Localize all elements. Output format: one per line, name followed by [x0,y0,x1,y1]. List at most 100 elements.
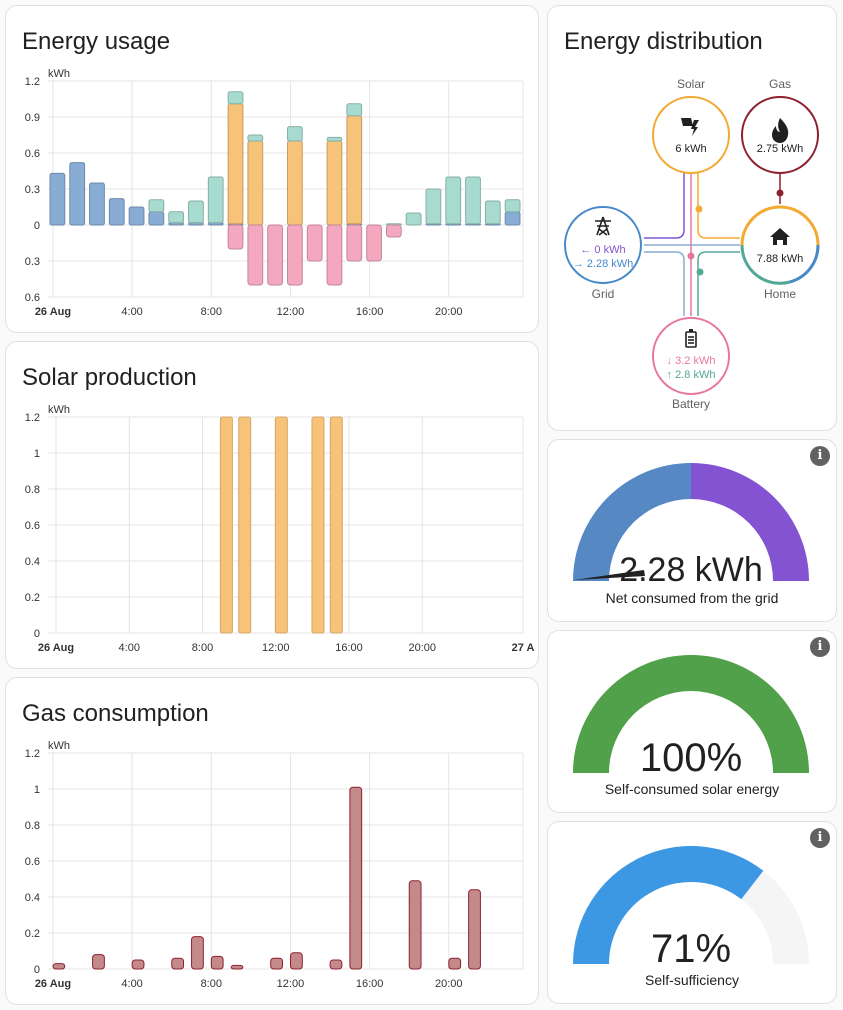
energy-distribution-title: Energy distribution [564,28,763,55]
bar-grid-consumption[interactable] [69,162,86,226]
x-tick-label: 16:00 [335,642,363,654]
flow-dot-battery-home [696,268,704,276]
bar-battery-discharge[interactable] [504,199,521,213]
bar-battery-discharge[interactable] [188,200,204,224]
x-tick-label: 4:00 [119,642,140,654]
bar-gas[interactable] [191,936,204,970]
home-icon [770,228,790,245]
gauge-arc-consumed [573,463,691,581]
grid-gauge: 2.28 kWh [573,463,809,589]
bar-battery-discharge[interactable] [207,176,224,224]
bar-solar[interactable] [227,103,244,225]
transmission-tower-icon [595,216,611,236]
home-ring-grid [789,244,820,284]
bar-gas[interactable] [270,957,284,970]
x-tick-label: 26 Aug [35,306,71,318]
bar-battery-charge[interactable] [227,224,244,250]
y-tick-label: 1.2 [25,748,40,760]
y-tick-label: 0.6 [25,520,40,532]
bar-gas[interactable] [92,954,105,970]
x-tick-label: 20:00 [409,642,437,654]
solar-gauge: 100% [573,655,809,780]
y-tick-label: 0 [34,628,40,640]
solar-production-unit: kWh [48,404,70,416]
gauge-arc-fill [573,655,809,773]
bar-battery-discharge[interactable] [148,199,165,213]
energy-usage-chart[interactable]: kWh 1.2 0.9 0.6 0.3 0 0.3 0.6 26 Aug 4:00 8:00 12… [6,6,538,332]
bar-gas[interactable] [52,963,66,970]
y-tick-label: 0.3 [25,184,40,196]
bar-gas[interactable] [349,786,363,970]
x-tick-label: 20:00 [435,306,463,318]
bar-gas[interactable] [290,952,303,970]
bar-solar-production[interactable] [238,416,252,634]
bar-gas[interactable] [329,959,343,970]
bar-battery-charge[interactable] [287,224,303,286]
x-tick-label: 8:00 [192,642,213,654]
bar-gas[interactable] [408,880,422,970]
bar-gas[interactable] [448,957,462,970]
flow-lines [644,172,781,316]
bar-gas[interactable] [171,957,185,970]
bar-grid-consumption[interactable] [128,206,145,226]
y-tick-label: 0.3 [25,256,40,268]
bar-battery-discharge[interactable] [247,134,264,142]
x-tick-label: 8:00 [201,978,222,990]
bar-grid-consumption[interactable] [89,182,105,226]
bar-solar-production[interactable] [329,416,343,634]
bar-battery-charge[interactable] [306,224,323,262]
self-sufficiency-card: i 71% Self-sufficiency [547,821,837,1004]
info-icon[interactable]: i [810,828,830,848]
bar-battery-discharge[interactable] [326,136,343,142]
bar-battery-discharge[interactable] [287,126,303,142]
solar-node-value: 6 kWh [675,143,706,155]
flow-battery-home [697,251,740,316]
bar-battery-discharge[interactable] [425,188,442,225]
energy-distribution-card: Energy distribution Solar 6 kWh Gas 2.75… [547,5,837,431]
bar-gas[interactable] [230,964,244,970]
x-tick-label: 16:00 [356,978,384,990]
bar-battery-charge[interactable] [267,224,284,286]
bar-solar[interactable] [326,140,343,226]
bar-battery-discharge[interactable] [484,200,501,225]
battery-node[interactable] [652,317,730,395]
flow-dot-gas-home [776,189,784,197]
y-tick-label: 0.6 [25,856,40,868]
bar-battery-charge[interactable] [247,224,264,286]
bar-battery-discharge[interactable] [227,91,244,105]
gas-consumption-chart[interactable]: kWh 1.2 1 0.8 0.6 0.4 0.2 0 26 Aug 4:00 8:00 12:0… [6,678,538,1004]
y-tick-label: 0.8 [25,484,40,496]
bar-battery-charge[interactable] [366,224,382,262]
bar-solar[interactable] [346,115,363,225]
bar-grid-consumption[interactable] [108,198,125,226]
bar-battery-charge[interactable] [385,224,402,238]
bar-grid-consumption[interactable] [504,211,521,226]
bar-battery-discharge[interactable] [405,212,422,226]
bar-solar[interactable] [287,140,303,226]
info-icon[interactable]: i [810,446,830,466]
grid-node-label: Grid [592,287,615,301]
y-tick-label: 1.2 [25,412,40,424]
bar-battery-charge[interactable] [346,224,363,262]
info-icon[interactable]: i [810,637,830,657]
bar-solar-production[interactable] [311,416,325,634]
bar-battery-discharge[interactable] [465,176,481,225]
bar-gas[interactable] [468,889,481,970]
bar-solar-production[interactable] [274,416,288,634]
solar-production-chart[interactable]: kWh 1.2 1 0.8 0.6 0.4 0.2 0 26 Aug 4:00 8:00 12:0… [6,342,538,668]
bar-battery-discharge[interactable] [168,211,185,224]
grid-node[interactable] [564,206,642,284]
bar-solar[interactable] [247,140,264,226]
bar-battery-discharge[interactable] [346,103,363,117]
bar-grid-consumption[interactable] [148,211,165,226]
bar-battery-charge[interactable] [326,224,343,286]
solar-node[interactable] [652,96,730,174]
self-sufficiency-gauge: 71% [573,846,809,971]
bar-solar-production[interactable] [219,416,233,634]
flow-solar-home [697,172,740,239]
bar-gas[interactable] [131,959,145,970]
bar-grid-consumption[interactable] [49,172,66,226]
bar-gas[interactable] [210,955,224,970]
bar-battery-discharge[interactable] [445,176,462,225]
home-node-value: 7.88 kWh [757,253,803,265]
